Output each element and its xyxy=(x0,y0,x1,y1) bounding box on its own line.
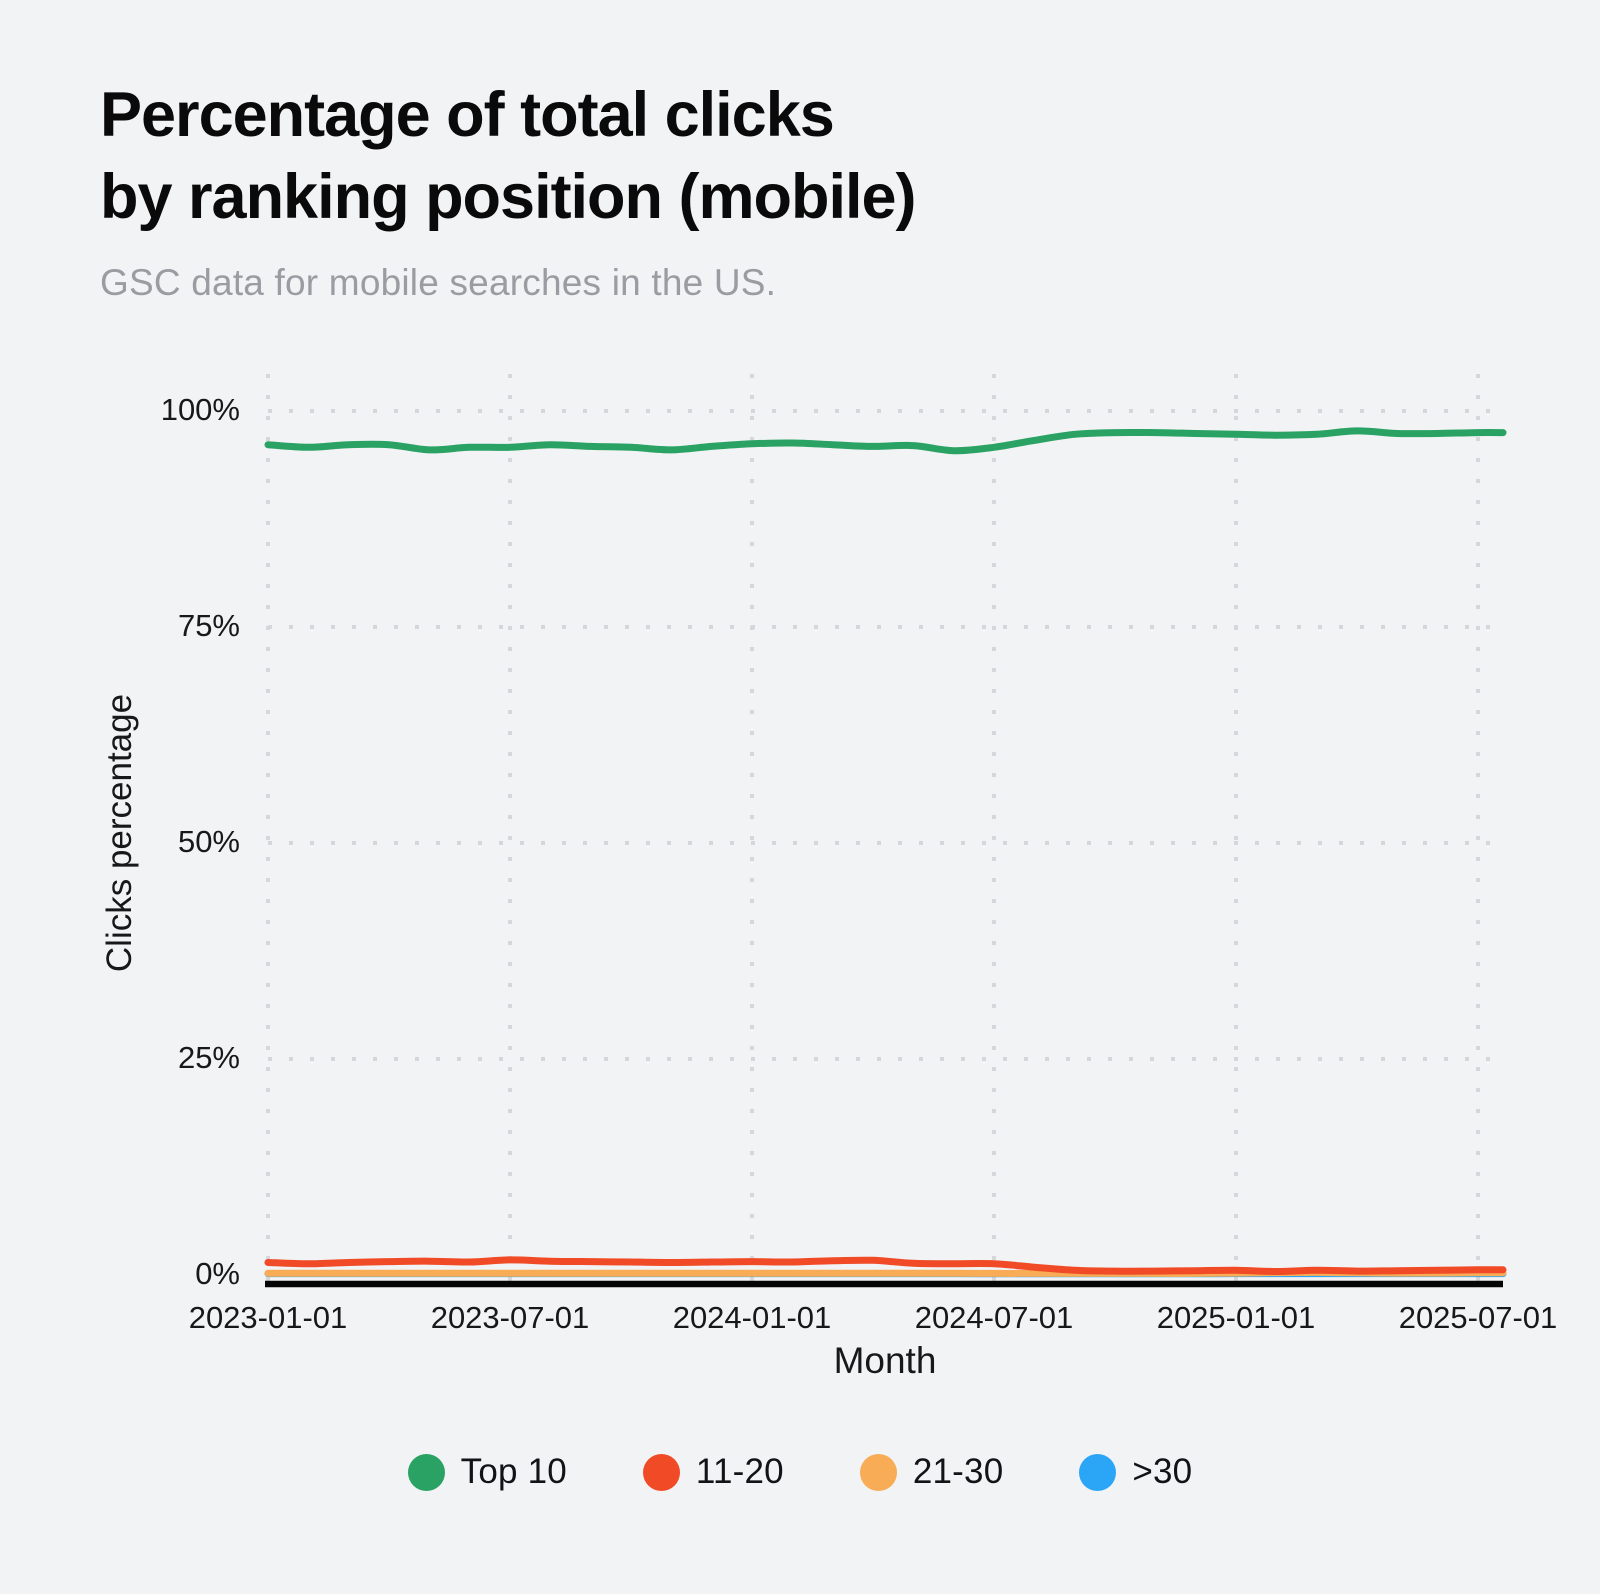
legend-label: >30 xyxy=(1132,1452,1193,1491)
legend-label: 21-30 xyxy=(912,1452,1004,1491)
chart-subtitle: GSC data for mobile searches in the US. xyxy=(100,262,777,303)
chart-title-line1: Percentage of total clicks xyxy=(100,80,835,150)
y-axis-title: Clicks percentage xyxy=(100,693,139,973)
y-tick-label: 100% xyxy=(160,392,240,427)
series-line-11-20 xyxy=(264,1256,1507,1275)
legend-dot-icon xyxy=(859,1453,897,1491)
legend-label: 11-20 xyxy=(695,1452,784,1491)
legend-item-top-10: Top 10 xyxy=(407,1452,567,1492)
x-tick-label: 2025-01-01 xyxy=(1156,1300,1316,1335)
chart-title: Percentage of total clicks by ranking po… xyxy=(100,74,917,238)
legend-label: Top 10 xyxy=(460,1452,567,1491)
legend-dot-icon xyxy=(407,1453,445,1491)
y-tick-label: 50% xyxy=(177,824,240,859)
y-tick-label: 75% xyxy=(177,608,240,643)
legend-item-11-20: 11-20 xyxy=(642,1452,784,1492)
series-line-21-30 xyxy=(264,1268,1507,1277)
chart-title-line2: by ranking position (mobile) xyxy=(100,162,917,232)
x-tick-label: 2025-07-01 xyxy=(1398,1300,1558,1335)
y-tick-label: 25% xyxy=(177,1040,240,1075)
legend-item-21-30: 21-30 xyxy=(859,1452,1004,1492)
legend-dot-icon xyxy=(1079,1453,1117,1491)
legend: Top 10 11-20 21-30 >30 xyxy=(0,1452,1600,1492)
series-line-top-10 xyxy=(264,427,1507,455)
legend-item--30: >30 xyxy=(1079,1452,1192,1492)
x-tick-label: 2023-01-01 xyxy=(188,1300,348,1335)
x-tick-label: 2024-01-01 xyxy=(672,1300,832,1335)
y-tick-label: 0% xyxy=(195,1256,240,1291)
x-tick-label: 2023-07-01 xyxy=(430,1300,590,1335)
x-axis-title: Month xyxy=(833,1340,937,1381)
x-tick-label: 2024-07-01 xyxy=(914,1300,1074,1335)
legend-dot-icon xyxy=(642,1453,680,1491)
